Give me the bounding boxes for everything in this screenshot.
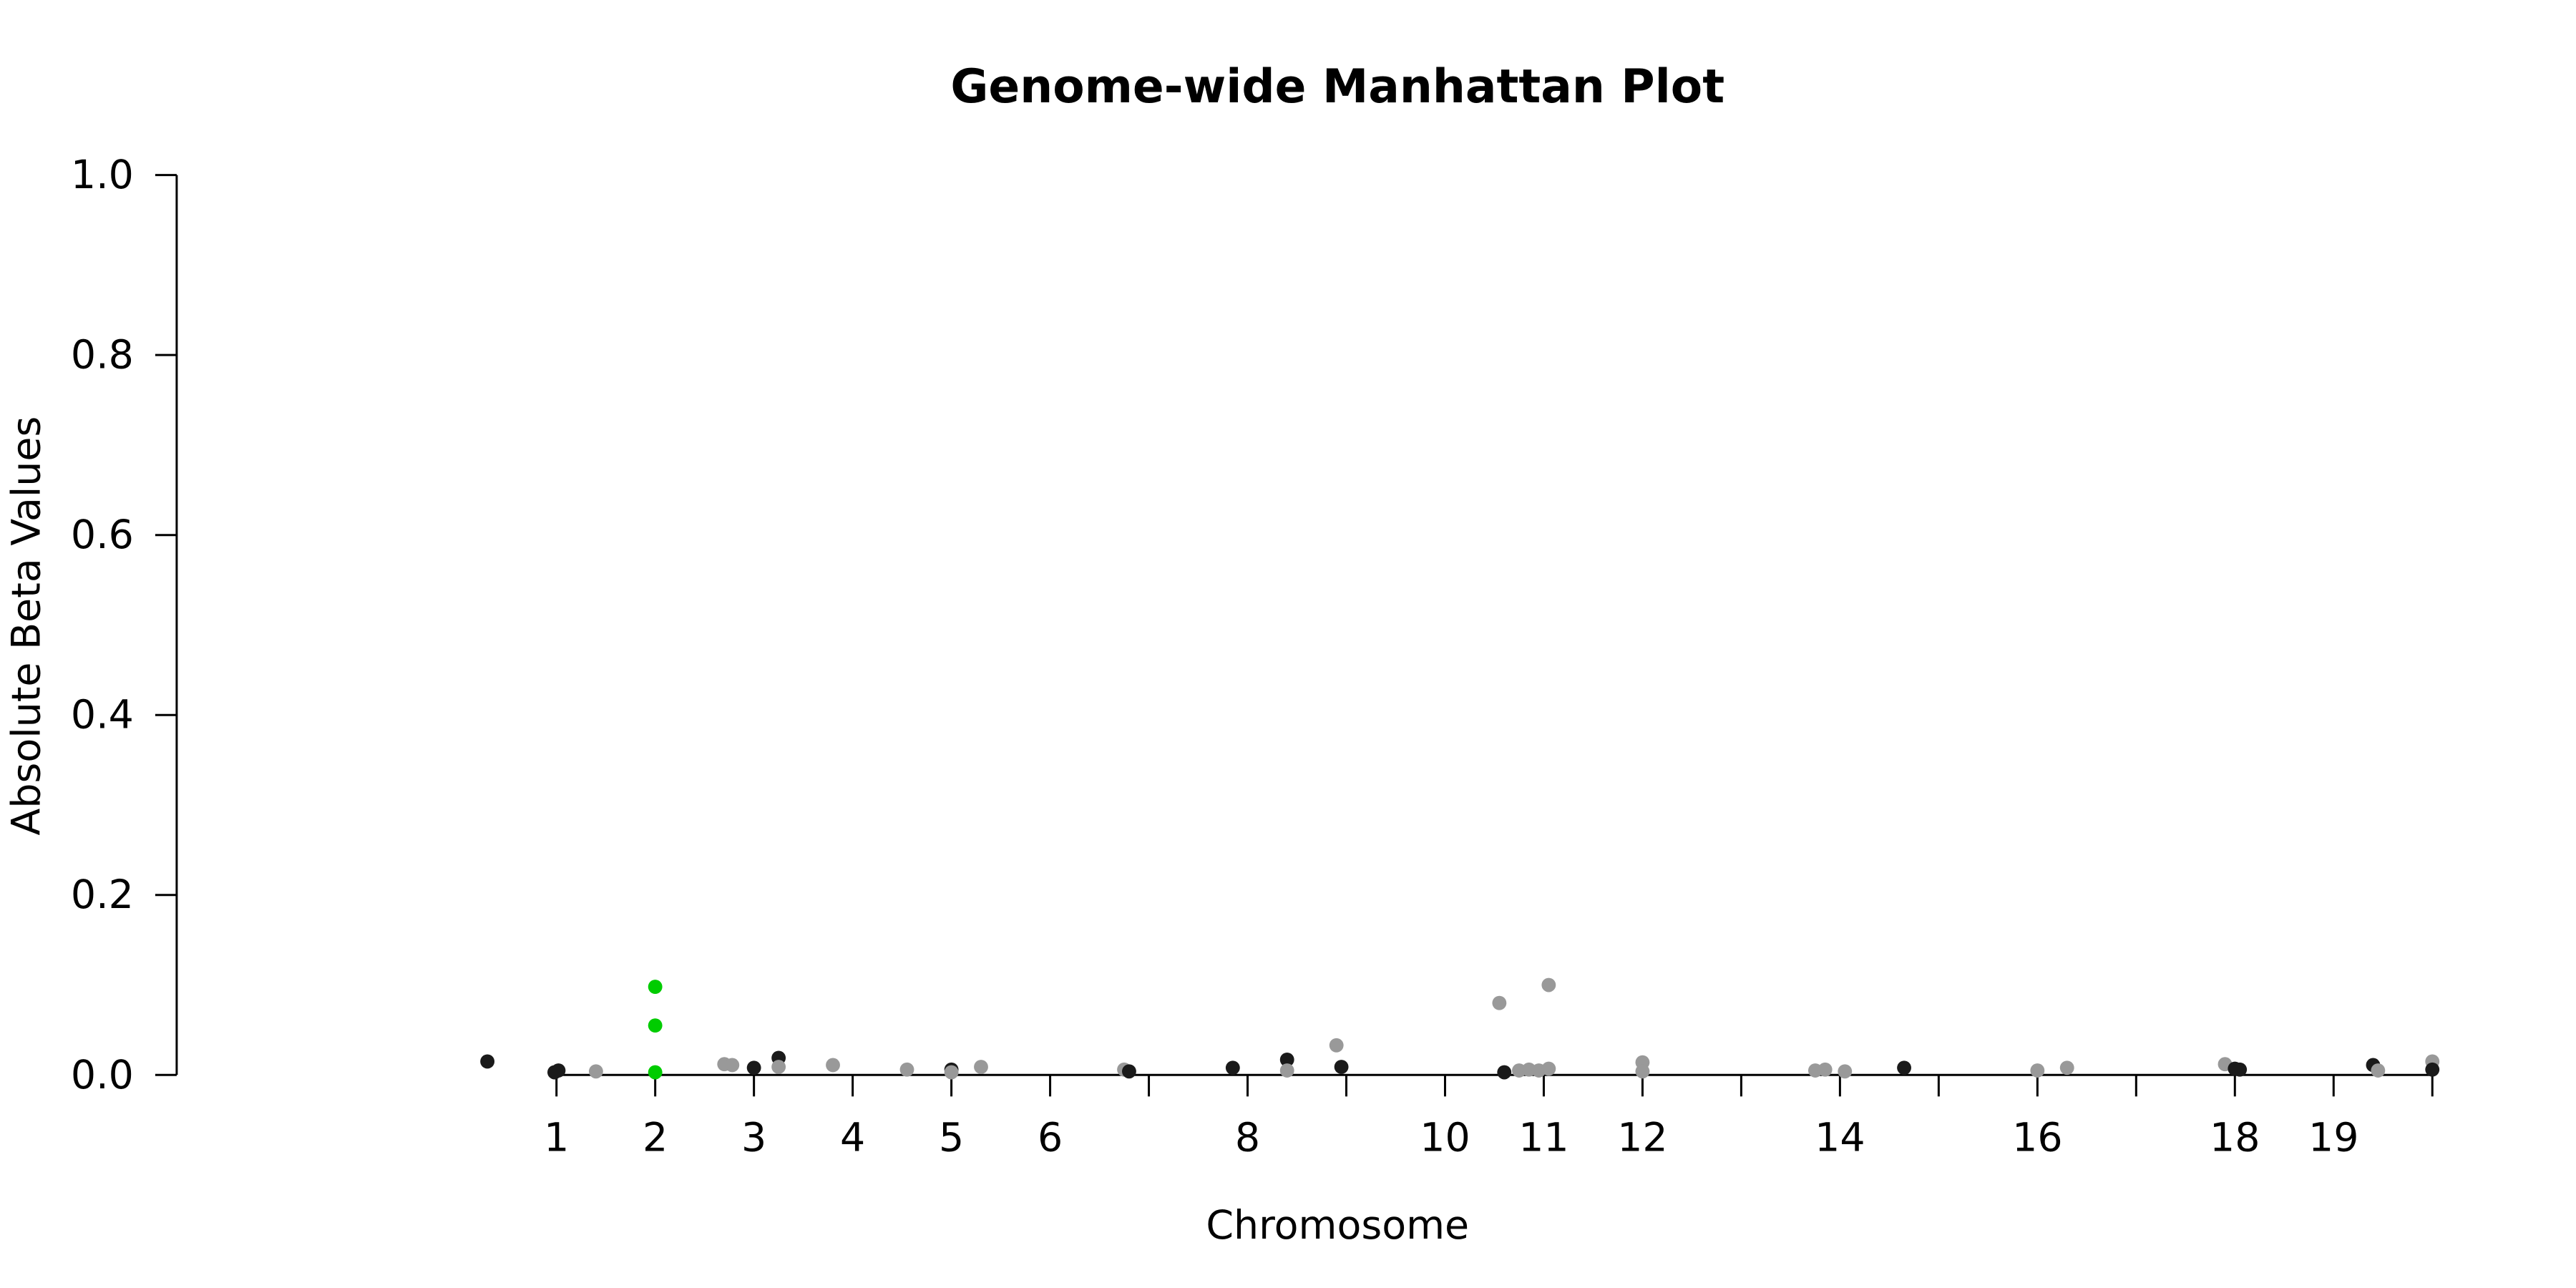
data-point <box>1897 1060 1911 1075</box>
y-tick-label: 1.0 <box>71 152 134 198</box>
x-tick-label: 11 <box>1518 1115 1568 1161</box>
data-point <box>2425 1062 2440 1077</box>
data-point <box>2371 1063 2386 1078</box>
data-point <box>1329 1038 1344 1053</box>
data-point <box>746 1060 761 1075</box>
data-point <box>1541 977 1556 992</box>
data-point <box>1492 995 1507 1010</box>
x-tick-label: 2 <box>643 1115 668 1161</box>
data-point <box>588 1064 603 1079</box>
x-tick-label: 14 <box>1815 1115 1865 1161</box>
y-tick-label: 0.8 <box>71 333 134 379</box>
data-point <box>1279 1063 1294 1078</box>
y-tick-label: 0.4 <box>71 693 134 738</box>
x-tick-label: 8 <box>1235 1115 1260 1161</box>
data-point <box>2059 1060 2074 1075</box>
data-point <box>826 1058 840 1073</box>
x-tick-label: 5 <box>939 1115 964 1161</box>
y-axis-label: Absolute Beta Values <box>4 416 49 836</box>
x-tick-label: 4 <box>840 1115 865 1161</box>
data-point <box>1541 1061 1556 1076</box>
data-point <box>944 1065 959 1080</box>
y-tick-label: 0.2 <box>71 872 134 918</box>
highlighted-data-point <box>648 1018 663 1033</box>
data-point <box>974 1060 988 1074</box>
x-tick-label: 6 <box>1038 1115 1063 1161</box>
data-point <box>480 1054 495 1069</box>
x-tick-label: 18 <box>2210 1115 2260 1161</box>
data-point <box>1635 1064 1650 1079</box>
x-tick-label: 1 <box>544 1115 569 1161</box>
x-tick-label: 3 <box>741 1115 766 1161</box>
data-point <box>551 1063 566 1078</box>
x-tick-label: 16 <box>2012 1115 2062 1161</box>
x-tick-label: 12 <box>1617 1115 1667 1161</box>
data-point <box>2233 1062 2248 1077</box>
highlighted-data-point <box>648 980 663 994</box>
data-point <box>1122 1064 1136 1079</box>
axes: 0.00.20.40.60.81.01 2 3 4 5 6 8 10 11 12 14 16 18 19 <box>71 152 2434 1161</box>
chart-title: Genome-wide Manhattan Plot <box>950 60 1724 114</box>
x-axis-label: Chromosome <box>1206 1203 1469 1249</box>
data-point <box>771 1060 786 1074</box>
data-point <box>2030 1063 2045 1078</box>
data-point <box>1818 1062 1833 1077</box>
y-tick-label: 0.0 <box>71 1053 134 1098</box>
data-point <box>1334 1060 1349 1074</box>
data-points <box>480 977 2440 1080</box>
y-tick-label: 0.6 <box>71 512 134 558</box>
data-point <box>1497 1065 1512 1080</box>
x-tick-label: 19 <box>2308 1115 2358 1161</box>
data-point <box>899 1062 914 1077</box>
x-tick-label: 10 <box>1420 1115 1470 1161</box>
data-point <box>1838 1064 1853 1079</box>
data-point <box>725 1058 740 1073</box>
data-point <box>1225 1060 1240 1075</box>
data-point <box>1279 1053 1294 1067</box>
highlighted-data-point <box>648 1065 663 1080</box>
